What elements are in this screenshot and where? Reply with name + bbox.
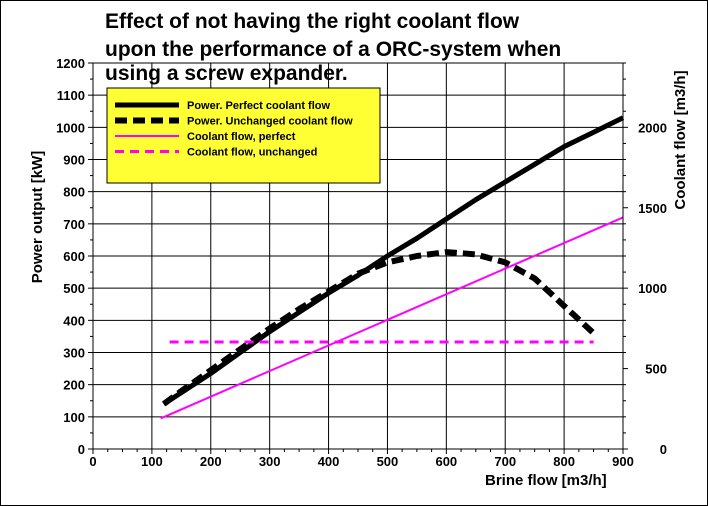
x-tick-label: 400: [318, 454, 340, 469]
legend: Power. Perfect coolant flow Power. Unchan…: [106, 87, 381, 184]
chart-title-line-1: Effect of not having the right coolant f…: [105, 10, 520, 33]
x-tick-label: 0: [89, 454, 96, 469]
series-line-3: [160, 216, 624, 420]
y-tick-label: 300: [63, 346, 85, 361]
chart-title-line-3: using a screw expander.: [105, 62, 348, 85]
y-tick-label: 1100: [57, 88, 85, 103]
y-tick-label: 500: [63, 281, 85, 296]
x-tick-label: 800: [553, 454, 575, 469]
series-layer: [160, 115, 625, 420]
y-tick-label: 400: [63, 313, 85, 328]
series-line-2: [161, 249, 596, 407]
y-tick-label: 100: [63, 410, 85, 425]
y-tick-label: 1000: [56, 120, 85, 135]
y-tick-label: 0: [78, 442, 85, 457]
y-tick-label: 1200: [56, 56, 85, 71]
y-tick-label: 700: [63, 217, 85, 232]
chart-title-line-2: upon the performance of a ORC-system whe…: [105, 38, 561, 61]
legend-label-3: Coolant flow, perfect: [187, 131, 296, 143]
x-tick-label: 500: [377, 454, 399, 469]
y2-axis-label: Coolant flow [m3/h]: [672, 70, 689, 209]
x-tick-label: 300: [259, 454, 281, 469]
y-tick-label: 600: [63, 249, 85, 264]
y2-tick-label: 0: [660, 442, 667, 457]
y2-tick-label: 1000: [638, 281, 667, 296]
y-axis-label: Power output [kW]: [29, 151, 46, 283]
legend-label-4: Coolant flow, unchanged: [187, 147, 317, 159]
y2-tick-label: 2000: [638, 120, 667, 135]
x-tick-label: 100: [141, 454, 163, 469]
y-tick-label: 200: [63, 378, 85, 393]
legend-label-1: Power. Perfect coolant flow: [187, 100, 330, 112]
y2-tick-label: 1500: [638, 201, 667, 216]
x-tick-label: 200: [200, 454, 222, 469]
legend-label-2: Power. Unchanged coolant flow: [187, 116, 353, 128]
x-tick-label: 600: [435, 454, 457, 469]
x-tick-label: 700: [494, 454, 516, 469]
y-tick-label: 900: [63, 153, 85, 168]
x-tick-label: 900: [612, 454, 634, 469]
x-axis-label: Brine flow [m3/h]: [485, 472, 607, 489]
y-tick-label: 800: [63, 185, 85, 200]
y2-tick-label: 500: [645, 362, 667, 377]
ticks-layer: 0 100 200 300 400 500 600 700 800 900 0 100 200 300 40…: [56, 56, 667, 469]
